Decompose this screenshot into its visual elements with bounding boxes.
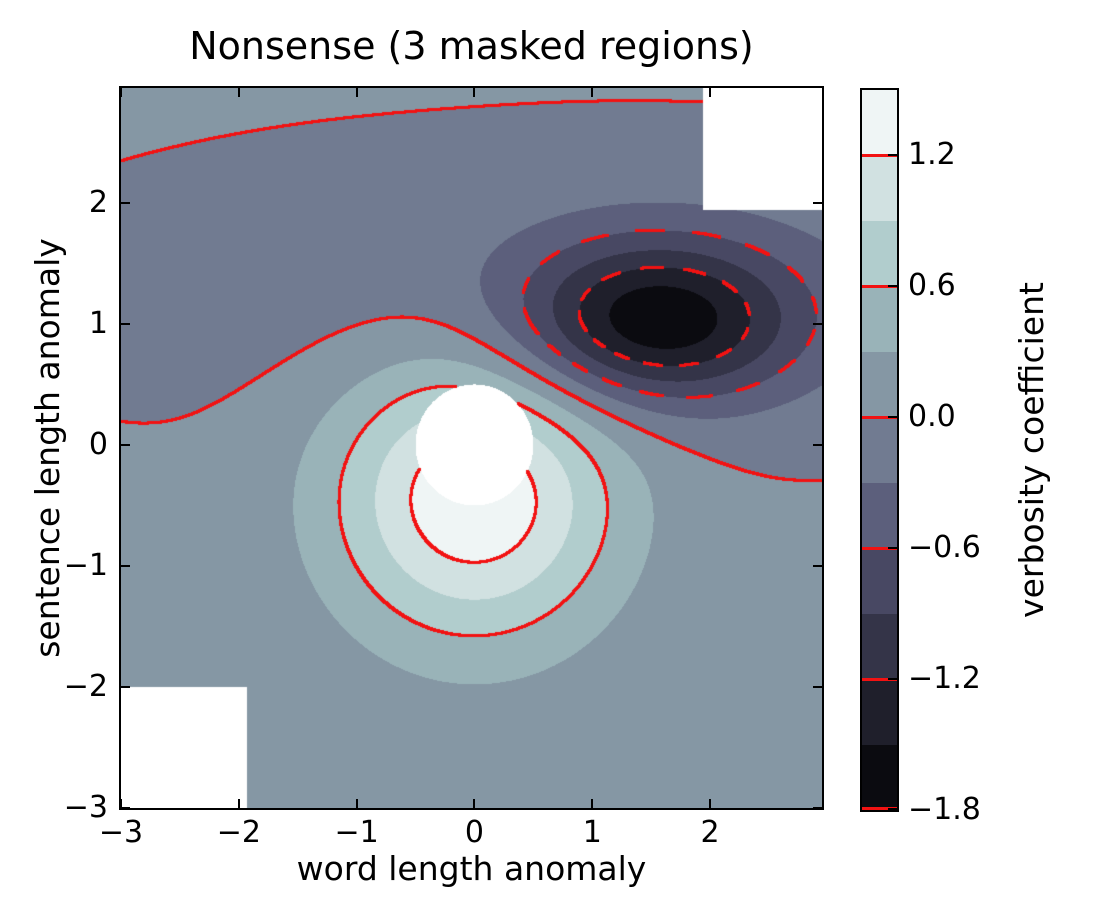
y-tick-label: −1 — [63, 547, 108, 583]
tick-mark — [120, 799, 122, 808]
colorbar-segment — [862, 482, 897, 549]
tick-mark — [121, 807, 130, 809]
chart-title: Nonsense (3 masked regions) — [189, 24, 754, 68]
tick-mark — [813, 323, 822, 325]
colorbar-contour-line — [862, 284, 897, 288]
colorbar-tick-mark — [888, 285, 897, 288]
colorbar-segment — [862, 417, 897, 483]
tick-mark — [121, 565, 130, 567]
colorbar-label: verbosity coefficient — [1012, 282, 1051, 618]
colorbar-contour-line — [862, 415, 897, 419]
colorbar-tick-mark — [888, 154, 897, 157]
y-tick-label: −3 — [63, 790, 108, 825]
colorbar-segment — [862, 90, 897, 156]
tick-mark — [121, 202, 130, 204]
colorbar-segment — [862, 351, 897, 418]
tick-mark — [120, 88, 122, 97]
contour-canvas — [121, 88, 822, 808]
tick-mark — [473, 799, 475, 808]
tick-mark — [356, 799, 358, 808]
y-tick-label: 2 — [88, 184, 108, 220]
colorbar-segment — [862, 679, 897, 745]
colorbar-tick-mark — [888, 808, 897, 810]
tick-mark — [813, 686, 822, 688]
tick-mark — [591, 799, 593, 808]
x-axis-label: word length anomaly — [296, 849, 647, 888]
tick-mark — [473, 88, 475, 97]
colorbar-contour-line — [862, 677, 897, 681]
colorbar-tick-label: 0.6 — [908, 268, 956, 304]
tick-mark — [813, 202, 822, 204]
colorbar-tick-label: 1.2 — [908, 137, 956, 173]
colorbar-contour-line — [862, 546, 897, 550]
x-tick-label: 1 — [582, 815, 602, 850]
colorbar-segment — [862, 613, 897, 680]
colorbar-contour-line — [862, 153, 897, 157]
tick-mark — [356, 88, 358, 97]
colorbar-segment — [862, 220, 897, 287]
colorbar-contour-line — [862, 807, 897, 810]
tick-mark — [709, 88, 711, 97]
tick-mark — [813, 565, 822, 567]
y-tick-label: 1 — [88, 305, 108, 341]
tick-mark — [813, 807, 822, 809]
colorbar-tick-label: −1.2 — [908, 661, 981, 697]
tick-mark — [591, 88, 593, 97]
x-tick-label: 0 — [464, 815, 484, 850]
tick-mark — [813, 444, 822, 446]
x-tick-label: −2 — [216, 815, 261, 850]
colorbar-tick-label: −1.8 — [908, 792, 981, 827]
colorbar-tick-mark — [888, 678, 897, 681]
x-tick-label: −1 — [334, 815, 379, 850]
x-tick-label: −3 — [98, 815, 144, 850]
colorbar-tick-label: 0.0 — [908, 399, 956, 435]
y-tick-label: −2 — [63, 668, 108, 704]
colorbar-segment — [862, 548, 897, 614]
plot-area — [119, 86, 824, 810]
tick-mark — [121, 686, 130, 688]
y-tick-label: 0 — [88, 426, 108, 462]
colorbar-segment — [862, 286, 897, 352]
colorbar-tick-mark — [888, 547, 897, 550]
x-tick-label: 2 — [700, 815, 720, 850]
colorbar-segment — [862, 155, 897, 221]
tick-mark — [238, 799, 240, 808]
colorbar-segment — [862, 744, 897, 810]
tick-mark — [121, 444, 130, 446]
y-axis-label: sentence length anomaly — [28, 238, 67, 658]
colorbar-tick-label: −0.6 — [908, 530, 981, 566]
tick-mark — [121, 323, 130, 325]
tick-mark — [238, 88, 240, 97]
colorbar-tick-mark — [888, 416, 897, 419]
colorbar — [860, 88, 899, 812]
tick-mark — [709, 799, 711, 808]
